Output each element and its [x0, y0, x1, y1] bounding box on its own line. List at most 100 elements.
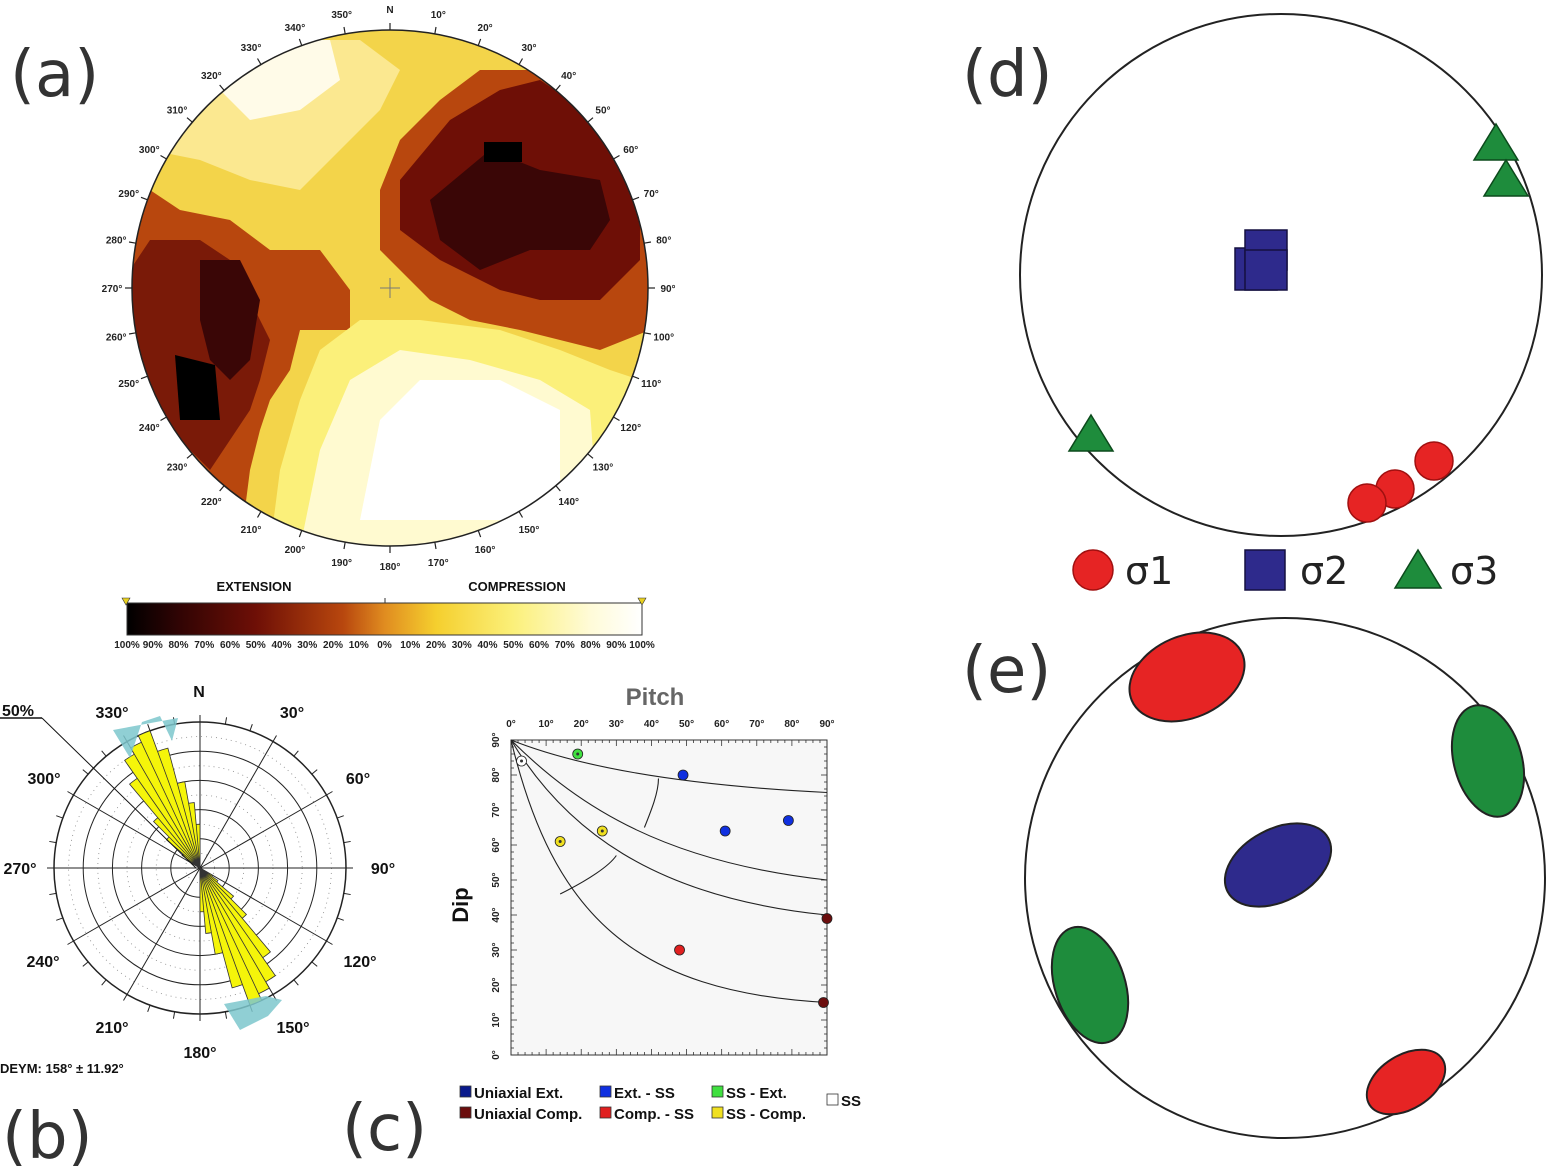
colorbar: EXTENSION COMPRESSION 100% 90% 80% 70% 60% 50…: [114, 579, 655, 651]
azimuth-label: 300°: [139, 145, 160, 156]
azimuth-tick: [434, 26, 437, 35]
rose-tick: [293, 750, 299, 757]
pitch-dip-chart: Pitch Dip 0° 10° 20° 30° 40° 50° 60° 70° 80° 90°0…: [448, 684, 861, 1123]
azimuth-tick: [128, 332, 137, 335]
azimuth-tick: [477, 38, 482, 46]
azimuth-label: 70°: [644, 189, 659, 200]
legend-swatch: [599, 1085, 612, 1098]
rose-diagram: 50% N 30°60°90°120°150°180°210°240°270°3…: [0, 684, 395, 1076]
regime-boundary-curve: [643, 778, 660, 828]
sigma3-legend-label: σ3: [1450, 549, 1498, 593]
rose-tick: [67, 791, 74, 796]
legend-swatch: [459, 1106, 472, 1119]
x-tick-label: 50°: [679, 719, 694, 730]
x-tick-label: 40°: [644, 719, 659, 730]
sigma3-legend-symbol: [1393, 548, 1443, 589]
rose-angle-label: 120°: [343, 954, 376, 971]
regime-boundary-curve: [559, 855, 617, 895]
rose-tick: [82, 961, 89, 967]
rose-angle-label: 210°: [95, 1020, 128, 1037]
data-point: [818, 997, 829, 1008]
azimuth-label: 30°: [521, 43, 536, 54]
rose-tick: [56, 917, 63, 921]
legend-swatch: [459, 1085, 472, 1098]
rose-spoke: [73, 794, 201, 869]
data-point-center: [558, 840, 562, 843]
azimuth-label: 230°: [167, 463, 188, 474]
legend-label: SS - Ext.: [726, 1085, 787, 1102]
azimuth-label: 170°: [428, 558, 449, 569]
rose-spoke: [126, 867, 201, 995]
data-point-center: [600, 829, 604, 833]
stress-field-stereonet: 10° 20° 30° 40° 50° 60° 70° 80° 90° 100° 110° 120° 1…: [102, 5, 676, 573]
azimuth-tick: [632, 196, 640, 201]
rose-tick: [311, 769, 318, 775]
legend-swatch: [826, 1093, 839, 1106]
colorbar-gradient: [126, 602, 643, 636]
stress-field-map: [132, 30, 648, 546]
north-label-b: N: [193, 684, 205, 701]
sigma1-confidence-ellipse-south: [1365, 1048, 1447, 1116]
azimuth-tick: [219, 485, 225, 492]
azimuth-tick: [613, 416, 620, 422]
stress-legend: σ1 σ2 σ3: [1072, 548, 1498, 593]
colorbar-tick-label: 10%: [349, 640, 369, 651]
rose-tick: [337, 917, 344, 921]
colorbar-tick-label: 60%: [220, 640, 240, 651]
azimuth-label: 350°: [331, 10, 352, 21]
legend-swatch: [599, 1106, 612, 1119]
azimuth-label: 210°: [241, 525, 262, 536]
sigma2-confidence-ellipse: [1223, 822, 1333, 908]
rose-tick: [172, 1011, 176, 1019]
regime-boundary-curve: [510, 739, 828, 794]
azimuth-label: 200°: [285, 545, 306, 556]
azimuth-tick: [518, 58, 524, 65]
azimuth-label: 310°: [167, 105, 188, 116]
colorbar-tick-label: 30%: [452, 640, 472, 651]
azimuth-tick: [613, 154, 620, 160]
rose-tick: [123, 994, 128, 1001]
azimuth-label: 250°: [118, 379, 139, 390]
rose-angle-labels: 30° 60° 90° 120° 150° 180° 210° 240° 270° 300° 330…: [3, 705, 395, 1062]
x-tick-label: 0°: [506, 719, 516, 730]
colorbar-tick-label: 40%: [271, 640, 291, 651]
rose-tick: [82, 769, 89, 775]
plot-area: [510, 739, 828, 1056]
colorbar-right-marker: [637, 597, 647, 606]
confidence-ellipses-stereonet: [1024, 617, 1546, 1139]
data-points: [516, 748, 833, 1008]
y-tick-label: 10°: [491, 1012, 502, 1027]
y-axis-label: Dip: [448, 887, 473, 922]
x-tick-label: 30°: [609, 719, 624, 730]
data-point: [821, 913, 833, 924]
x-tick-label: 90°: [819, 719, 834, 730]
y-tick-label: 40°: [491, 907, 502, 922]
regime-boundary-curve: [510, 739, 828, 881]
colorbar-tick-label: 20%: [323, 640, 343, 651]
rose-tick: [272, 735, 277, 742]
rose-tick: [101, 979, 107, 986]
azimuth-tick: [643, 332, 652, 335]
azimuth-tick: [186, 117, 193, 123]
legend-swatch: [711, 1106, 724, 1119]
principal-stress-stereonet: σ1 σ2 σ3: [1019, 13, 1543, 593]
deym-result: DEYM: 158° ± 11.92°: [0, 1061, 124, 1076]
panel-d-label: (d): [962, 38, 1053, 112]
rose-tick: [56, 815, 63, 819]
azimuth-tick: [587, 117, 594, 123]
sigma1-legend-symbol: [1072, 549, 1114, 591]
x-tick-label: 10°: [539, 719, 554, 730]
x-tick-label: 20°: [574, 719, 589, 730]
azimuth-tick: [160, 416, 167, 422]
data-point: [782, 815, 794, 826]
azimuth-labels: 10° 20° 30° 40° 50° 60° 70° 80° 90° 100° 110° 120° 1…: [102, 10, 676, 573]
data-point-center: [576, 752, 580, 756]
compression-label: COMPRESSION: [468, 579, 566, 594]
colorbar-tick-label: 40%: [477, 640, 497, 651]
azimuth-tick: [186, 453, 193, 459]
sigma3-points: [1067, 122, 1530, 452]
azimuth-label: 240°: [139, 423, 160, 434]
sigma2-legend-label: σ2: [1300, 549, 1348, 593]
azimuth-label: 160°: [475, 545, 496, 556]
